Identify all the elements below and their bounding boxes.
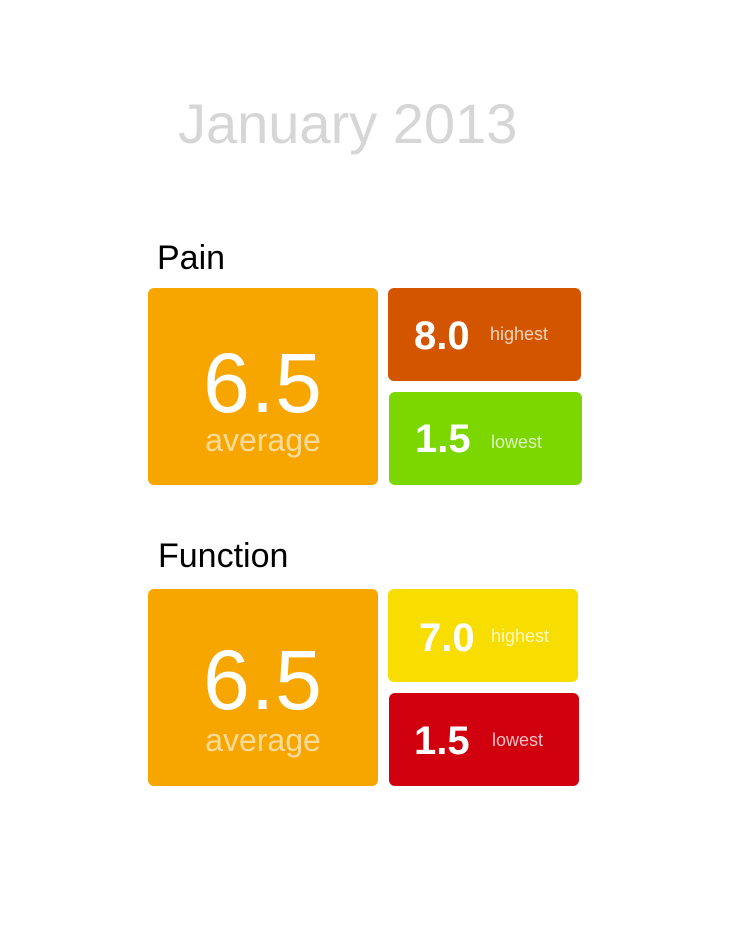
function-highest-label: highest [491,626,550,646]
pain-lowest-label: lowest [491,432,543,452]
section-title-pain: Pain [157,239,226,277]
pain-highest-value: 8.0 [414,314,470,358]
function-highest-value: 7.0 [419,616,475,660]
section-title-function: Function [158,537,289,575]
function-lowest-value: 1.5 [414,719,470,763]
function-average-card[interactable]: 6.5 average [148,589,378,786]
function-average-value: 6.5 [203,633,323,727]
function-lowest-label: lowest [492,730,544,750]
function-highest-card[interactable]: 7.0 highest [388,589,578,682]
pain-average-value: 6.5 [203,336,323,430]
pain-lowest-value: 1.5 [415,417,471,461]
pain-average-card[interactable]: 6.5 average [148,288,378,485]
pain-highest-label: highest [490,324,549,344]
pain-highest-card[interactable]: 8.0 highest [388,288,581,381]
pain-average-label: average [205,422,321,458]
function-average-label: average [205,722,321,758]
pain-lowest-card[interactable]: 1.5 lowest [389,392,582,485]
page-title: January 2013 [178,92,518,155]
function-lowest-card[interactable]: 1.5 lowest [389,693,579,786]
